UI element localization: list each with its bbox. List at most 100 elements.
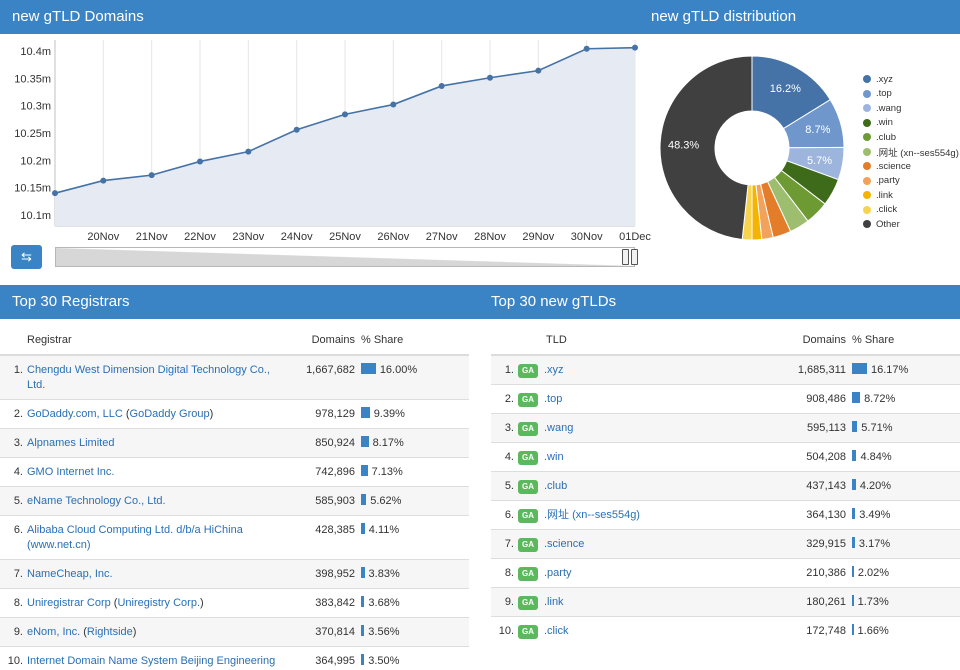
tld-link[interactable]: .click (544, 625, 569, 637)
legend-item[interactable]: .link (863, 188, 959, 203)
registrar-cell: eName Technology Co., Ltd. (27, 486, 286, 516)
share-cell: 16.17% (852, 354, 960, 385)
legend-item[interactable]: .science (863, 159, 959, 174)
table-row: 6. GA .网址 (xn--ses554g) 364,130 3.49% (491, 500, 960, 530)
tld-cell: GA .club (518, 471, 762, 501)
table-row: 5. GA .club 437,143 4.20% (491, 471, 960, 501)
tld-link[interactable]: .club (544, 480, 568, 492)
row-rank: 2. (491, 384, 518, 414)
x-tick-label: 01Dec (619, 231, 651, 243)
registrar-link[interactable]: Alibaba Cloud Computing Ltd. d/b/a HiChi… (27, 524, 243, 551)
registrar-link[interactable]: Internet Domain Name System Beijing Engi… (27, 655, 276, 667)
legend-item[interactable]: .win (863, 116, 959, 131)
x-tick-label: 30Nov (571, 231, 603, 243)
data-point (632, 44, 638, 51)
registrar-link[interactable]: Alpnames Limited (27, 437, 115, 449)
share-cell: 3.50% (361, 646, 469, 670)
share-bar (852, 566, 854, 577)
table-row: 2. GA .top 908,486 8.72% (491, 384, 960, 414)
registrar-group-link[interactable]: GoDaddy Group (129, 408, 210, 420)
share-bar (361, 567, 365, 578)
slice-label: 16.2% (770, 83, 801, 95)
y-tick-label: 10.2m (20, 155, 51, 167)
navigator-right-handle[interactable] (631, 249, 638, 265)
share-cell: 16.00% (361, 354, 469, 400)
ga-badge: GA (518, 509, 538, 523)
registrar-link[interactable]: GMO Internet Inc. (27, 466, 115, 478)
share-bar (361, 625, 365, 636)
ga-badge: GA (518, 625, 538, 639)
share-cell: 9.39% (361, 399, 469, 429)
share-bar (852, 421, 858, 432)
share-value: 3.56% (368, 626, 400, 638)
domains-count: 437,143 (762, 471, 852, 501)
legend-item[interactable]: .网址 (xn--ses554g) (863, 145, 959, 160)
tld-link[interactable]: .link (544, 596, 564, 608)
navigator-left-handle[interactable] (622, 249, 629, 265)
share-cell: 3.83% (361, 559, 469, 589)
distribution-panel-title: new gTLD distribution (639, 0, 960, 34)
row-rank: 7. (491, 529, 518, 559)
tld-link[interactable]: .top (544, 393, 563, 405)
data-point (535, 67, 542, 74)
legend-label: .club (876, 131, 897, 143)
registrar-link[interactable]: eName Technology Co., Ltd. (27, 495, 166, 507)
tld-link[interactable]: .网址 (xn--ses554g) (544, 509, 640, 521)
legend-item[interactable]: .club (863, 130, 959, 145)
row-rank: 10. (0, 646, 27, 670)
legend-label: .top (876, 88, 892, 100)
slice-label: 8.7% (805, 124, 830, 136)
data-point (438, 82, 445, 89)
registrar-link[interactable]: NameCheap, Inc. (27, 568, 113, 580)
legend-item[interactable]: Other (863, 217, 959, 232)
ga-badge: GA (518, 451, 538, 465)
domains-count: 172,748 (762, 616, 852, 645)
registrar-link[interactable]: GoDaddy.com, LLC (27, 408, 123, 420)
tld-share-column-header[interactable]: % Share (852, 325, 960, 356)
tld-link[interactable]: .party (544, 567, 572, 579)
registrar-link[interactable]: Chengdu West Dimension Digital Technolog… (27, 364, 270, 391)
row-rank: 1. (0, 354, 27, 400)
legend-item[interactable]: .xyz (863, 72, 959, 87)
legend-item[interactable]: .wang (863, 101, 959, 116)
tld-link[interactable]: .wang (544, 422, 574, 434)
legend-item[interactable]: .party (863, 174, 959, 189)
legend-item[interactable]: .top (863, 87, 959, 102)
data-point (293, 126, 300, 133)
domains-column-header[interactable]: Domains (286, 325, 361, 356)
data-point (197, 158, 203, 165)
registrar-link[interactable]: eNom, Inc. (27, 626, 81, 638)
table-row: 1. GA .xyz 1,685,311 16.17% (491, 354, 960, 385)
legend-color-dot (863, 133, 871, 142)
legend-item[interactable]: .click (863, 203, 959, 218)
swap-range-button[interactable]: ⇆ (11, 245, 42, 269)
x-tick-label: 27Nov (426, 231, 458, 243)
legend-label: .party (876, 175, 900, 187)
domains-count: 370,814 (286, 617, 361, 647)
share-value: 3.68% (368, 597, 400, 609)
tld-domains-column-header[interactable]: Domains (762, 325, 852, 356)
share-cell: 4.11% (361, 515, 469, 560)
share-cell: 3.68% (361, 588, 469, 618)
share-value: 4.20% (859, 480, 892, 492)
registrar-cell: Alpnames Limited (27, 428, 286, 458)
tld-link[interactable]: .xyz (544, 364, 564, 376)
legend-color-dot (863, 75, 871, 84)
share-column-header[interactable]: % Share (361, 325, 469, 356)
tld-link[interactable]: .win (544, 451, 564, 463)
registrar-group-link[interactable]: Uniregistry Corp. (117, 597, 201, 609)
share-cell: 8.17% (361, 428, 469, 458)
data-point (342, 111, 348, 118)
share-value: 16.17% (870, 364, 909, 376)
domains-count: 210,386 (762, 558, 852, 588)
data-point (52, 190, 58, 197)
share-cell: 4.20% (852, 471, 960, 501)
registrar-link[interactable]: Uniregistrar Corp (27, 597, 111, 609)
registrar-group-link[interactable]: Rightside (86, 626, 133, 638)
tld-link[interactable]: .science (544, 538, 585, 550)
range-navigator[interactable] (55, 247, 635, 267)
tld-column-header[interactable]: TLD (518, 325, 762, 356)
table-row: 4. GA .win 504,208 4.84% (491, 442, 960, 472)
x-tick-label: 21Nov (136, 231, 168, 243)
registrar-column-header[interactable]: Registrar (27, 325, 286, 356)
